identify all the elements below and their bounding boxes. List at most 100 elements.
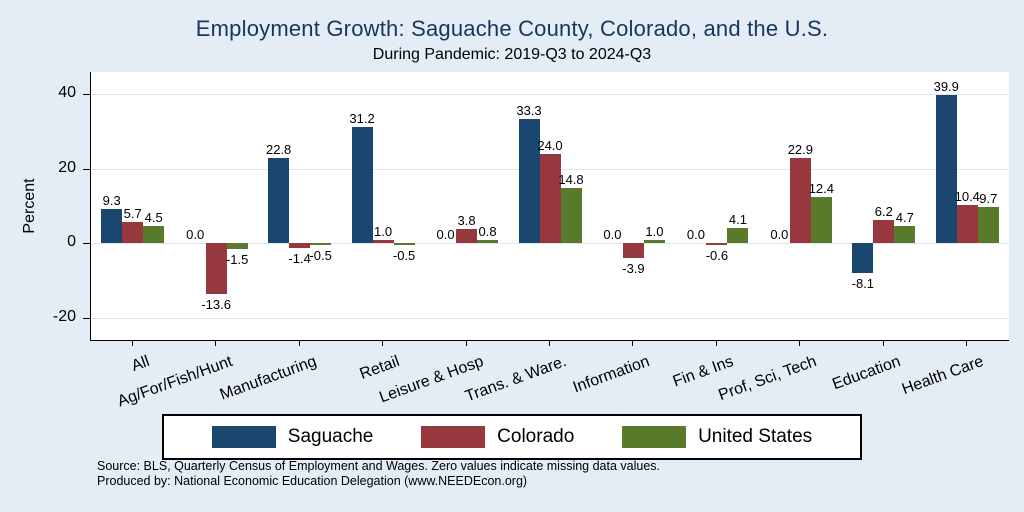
bar-value-label: 0.0 bbox=[186, 227, 205, 243]
bar-united-states-prof-sci-tech bbox=[810, 197, 832, 244]
y-tick-mark bbox=[83, 243, 90, 245]
x-tick-mark bbox=[465, 341, 467, 346]
x-tick-mark bbox=[298, 341, 300, 346]
legend: Saguache Colorado United States bbox=[162, 414, 862, 460]
bar-value-label: 4.1 bbox=[728, 211, 747, 227]
y-tick-label: 40 bbox=[58, 84, 76, 102]
x-tick-mark bbox=[966, 341, 968, 346]
x-tick-mark bbox=[382, 341, 384, 346]
bar-value-label: 0.0 bbox=[436, 227, 455, 243]
legend-swatch-saguache bbox=[211, 426, 276, 448]
bar-value-label: 9.7 bbox=[979, 191, 998, 207]
y-tick-label: 20 bbox=[58, 158, 76, 176]
bar-value-label: 0.0 bbox=[686, 227, 705, 243]
bar-value-label: -8.1 bbox=[851, 276, 875, 292]
bar-value-label: 0.8 bbox=[478, 224, 497, 240]
plot-area: 9.3 5.7 4.5 0.0 -13.6 -1.5 22.8 -1.4 -0.5 31.2 1.0… bbox=[90, 72, 1009, 341]
bar-saguache-retail bbox=[351, 127, 373, 244]
bar-value-label: 0.0 bbox=[603, 227, 622, 243]
legend-swatch-colorado bbox=[421, 426, 486, 448]
bar-value-label: 0.0 bbox=[770, 227, 789, 243]
bar-value-label: 10.4 bbox=[954, 188, 980, 204]
x-tick-mark bbox=[715, 341, 717, 346]
bar-saguache-manufacturing bbox=[268, 158, 290, 244]
bar-value-label: -0.5 bbox=[309, 248, 332, 264]
bar-value-label: -0.5 bbox=[392, 248, 416, 264]
bar-value-label: 6.2 bbox=[874, 204, 893, 220]
bar-united-states-ag-for-fish-hunt bbox=[226, 243, 248, 249]
bar-colorado-fin-ins bbox=[706, 243, 728, 246]
bar-colorado-ag-for-fish-hunt bbox=[205, 243, 227, 294]
bar-united-states-all bbox=[143, 226, 165, 244]
gridline-0 bbox=[91, 243, 1009, 245]
bar-value-label: 14.8 bbox=[558, 172, 584, 188]
x-tick-mark bbox=[215, 341, 217, 346]
bar-value-label: 33.3 bbox=[516, 103, 542, 119]
producer-note: Produced by: National Economic Education… bbox=[97, 474, 528, 488]
y-tick-label: 0 bbox=[67, 233, 76, 251]
legend-label-colorado: Colorado bbox=[497, 426, 575, 447]
gridline--20 bbox=[91, 317, 1009, 319]
legend-entry-saguache: Saguache bbox=[211, 426, 374, 448]
bar-colorado-all bbox=[122, 222, 144, 244]
bar-value-label: -1.4 bbox=[288, 251, 311, 267]
bar-saguache-trans-ware bbox=[518, 119, 540, 244]
bar-value-label: 22.9 bbox=[787, 141, 814, 157]
bar-value-label: 24.0 bbox=[537, 137, 563, 153]
bar-united-states-health-care bbox=[977, 207, 999, 244]
bar-united-states-leisure-hosp bbox=[477, 240, 499, 244]
y-tick-mark bbox=[83, 94, 90, 96]
chart-subtitle: During Pandemic: 2019-Q3 to 2024-Q3 bbox=[372, 46, 652, 63]
bar-value-label: 3.8 bbox=[457, 213, 476, 229]
legend-entry-colorado: Colorado bbox=[421, 426, 574, 448]
bar-united-states-trans-ware bbox=[560, 188, 582, 244]
bar-united-states-retail bbox=[393, 243, 415, 246]
bar-value-label: -13.6 bbox=[201, 296, 231, 312]
bar-united-states-information bbox=[643, 239, 665, 244]
legend-label-united-states: United States bbox=[698, 426, 813, 447]
bar-colorado-health-care bbox=[956, 204, 978, 244]
bar-colorado-trans-ware bbox=[539, 153, 561, 244]
bar-value-label: 39.9 bbox=[933, 78, 959, 94]
bar-united-states-fin-ins bbox=[727, 227, 749, 244]
x-tick-mark bbox=[799, 341, 801, 346]
chart-title: Employment Growth: Saguache County, Colo… bbox=[195, 16, 829, 41]
bar-value-label: -3.9 bbox=[622, 260, 645, 276]
bar-value-label: -0.6 bbox=[705, 248, 729, 264]
bar-united-states-education bbox=[894, 225, 916, 244]
bar-value-label: 5.7 bbox=[123, 206, 142, 221]
x-tick-mark bbox=[549, 341, 550, 346]
x-tick-mark bbox=[632, 341, 634, 346]
bar-saguache-all bbox=[101, 208, 123, 244]
y-tick-label: -20 bbox=[52, 307, 76, 325]
bar-value-label: 12.4 bbox=[808, 181, 835, 197]
bar-colorado-manufacturing bbox=[289, 243, 311, 249]
x-tick-mark bbox=[882, 341, 884, 346]
legend-swatch-united-states bbox=[622, 426, 687, 448]
bar-value-label: 1.0 bbox=[645, 223, 664, 239]
bar-colorado-retail bbox=[372, 239, 394, 244]
bar-colorado-information bbox=[622, 243, 644, 258]
bar-colorado-leisure-hosp bbox=[456, 229, 478, 244]
bar-value-label: 22.8 bbox=[265, 142, 292, 158]
bar-value-label: 9.3 bbox=[102, 192, 121, 208]
source-note: Source: BLS, Quarterly Census of Employm… bbox=[97, 459, 661, 473]
bar-value-label: -1.5 bbox=[225, 251, 249, 267]
gridline-40 bbox=[91, 94, 1009, 96]
bar-value-label: 4.5 bbox=[144, 210, 163, 226]
legend-label-saguache: Saguache bbox=[287, 426, 374, 447]
y-axis: 40 20 0 -20 bbox=[0, 72, 90, 340]
bar-colorado-prof-sci-tech bbox=[789, 157, 811, 244]
bar-value-label: 1.0 bbox=[374, 223, 393, 239]
bar-value-label: 31.2 bbox=[349, 111, 375, 127]
y-tick-mark bbox=[83, 168, 90, 170]
bar-united-states-manufacturing bbox=[310, 243, 332, 246]
y-tick-mark bbox=[83, 317, 90, 319]
x-axis: All Ag/For/Fish/Hunt Manufacturing Retail Le… bbox=[90, 341, 1008, 419]
legend-entry-united-states: United States bbox=[622, 426, 812, 448]
x-tick-mark bbox=[131, 341, 133, 346]
bar-colorado-education bbox=[873, 220, 895, 244]
bar-saguache-health-care bbox=[935, 94, 957, 244]
bar-saguache-education bbox=[852, 243, 874, 274]
bar-value-label: 4.7 bbox=[895, 209, 914, 225]
